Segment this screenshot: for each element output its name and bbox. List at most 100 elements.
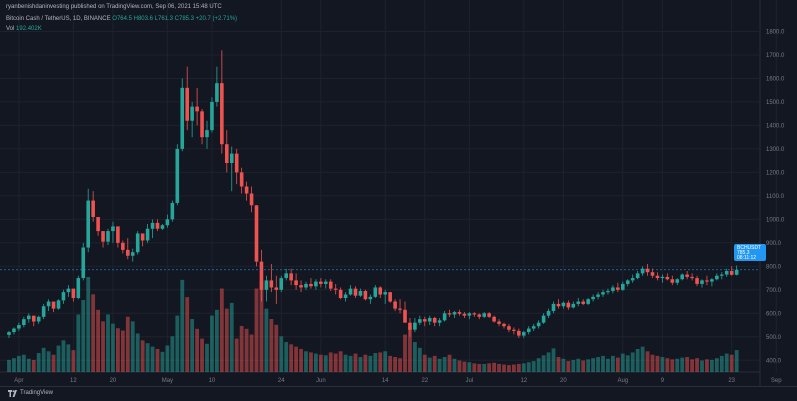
volume-bar (51, 354, 56, 372)
candle-body (46, 301, 51, 307)
candle-body (111, 226, 115, 232)
candle-body (383, 292, 387, 295)
candle-body (591, 296, 595, 300)
volume-bar (655, 355, 660, 372)
candle-body (121, 242, 125, 250)
volume-bar (309, 352, 313, 372)
candle-body (299, 285, 303, 288)
volume-bar (586, 359, 591, 372)
candle-body (596, 294, 600, 297)
volume-bar (685, 357, 690, 372)
candle-body (472, 313, 477, 315)
y-tick-label: 1100.0 (766, 194, 785, 200)
candle-body (645, 268, 650, 273)
volume-bar (190, 319, 195, 372)
grid (0, 0, 777, 386)
volume-bar (26, 358, 31, 372)
candle-body (234, 153, 239, 173)
volume-bar (106, 314, 110, 372)
x-tick-label: 14 (382, 378, 389, 384)
volume-bar (111, 323, 115, 372)
volume-bar (620, 353, 625, 372)
volume-bar (101, 321, 105, 372)
candle-body (314, 281, 318, 287)
candle-body (225, 144, 229, 163)
volume-bar (625, 355, 630, 372)
candle-body (343, 294, 348, 299)
candle-body (546, 310, 551, 316)
volume-bar (239, 325, 244, 372)
price-axis[interactable]: 1800.0 1700.0 1600.0 1500.0 1400.0 1300.0 1200… (766, 29, 785, 364)
volume-bar (165, 345, 170, 372)
candle-body (160, 225, 165, 229)
volume-bar (442, 357, 447, 372)
candle-body (338, 289, 343, 299)
volume-bar (279, 336, 284, 372)
ohlc-values: O764.5 H803.6 L761.3 C785.3 +20.7 (+2.71… (112, 16, 238, 22)
y-tick-label: 500.0 (766, 335, 782, 341)
candle-body (319, 281, 323, 284)
volume-bar (714, 358, 719, 372)
candle-body (561, 302, 566, 307)
candle-body (165, 219, 170, 226)
volume-bar (140, 340, 145, 372)
volume-bar (210, 315, 214, 372)
x-tick-label: Apr (14, 378, 23, 384)
candle-body (388, 292, 392, 302)
y-tick-label: 600.0 (766, 311, 782, 317)
volume-bar (46, 351, 51, 372)
volume-bar (229, 302, 234, 372)
volume-bar (160, 351, 165, 372)
candle-body (269, 280, 274, 288)
volume-bar (635, 348, 640, 372)
volume-bar (130, 321, 135, 372)
candle-body (437, 320, 442, 323)
volume-bar (318, 354, 323, 372)
candle-body (96, 217, 100, 232)
volume-legend[interactable]: Vol 192.402K (6, 26, 42, 32)
candle-body (551, 303, 556, 311)
candle-body (220, 83, 224, 145)
volume-bar (437, 358, 442, 372)
candle-body (363, 290, 368, 300)
candle-body (492, 316, 496, 322)
candle-body (586, 299, 590, 304)
volume-bar (314, 353, 318, 372)
candle-body (502, 323, 506, 327)
time-axis[interactable]: Apr1220May1024Jun1422Jul1220Aug923Sep13 (14, 378, 797, 384)
volume-bar (447, 354, 452, 372)
volume-bar (408, 327, 412, 372)
volume-bar (477, 363, 482, 372)
volume-bar (531, 361, 536, 372)
volume-bar (348, 355, 353, 372)
candle-body (279, 278, 284, 290)
volume-value: 192.402K (16, 26, 42, 32)
candle-body (413, 322, 417, 330)
volume-bar (41, 347, 46, 372)
price-tag-value: 785.3 (737, 250, 750, 256)
candlestick-chart[interactable]: 1800.0 1700.0 1600.0 1500.0 1400.0 1300.0 1200… (0, 0, 797, 386)
candle-body (368, 296, 373, 300)
volume-bar (640, 346, 645, 372)
candle-body (512, 329, 516, 331)
volume-bar (304, 351, 308, 372)
volume-bar (328, 352, 333, 372)
candle-body (145, 228, 150, 241)
symbol-legend[interactable]: Bitcoin Cash / TetherUS, 1D, BINANCE O76… (6, 16, 237, 22)
candle-body (284, 273, 288, 279)
x-tick-label: 20 (110, 378, 117, 384)
volume-bar (343, 354, 348, 372)
candle-body (487, 313, 491, 317)
volume-bar (601, 355, 605, 372)
volume-bar (135, 333, 140, 372)
candle-body (130, 252, 135, 256)
volume-bar (665, 358, 670, 372)
x-tick-label: 23 (728, 378, 735, 384)
volume-bar (521, 363, 526, 372)
volume-bar (175, 315, 180, 372)
candle-body (423, 319, 427, 322)
volume-bar (170, 336, 175, 372)
candle-body (447, 313, 452, 315)
volume-bar (581, 360, 586, 372)
candle-body (432, 317, 437, 323)
